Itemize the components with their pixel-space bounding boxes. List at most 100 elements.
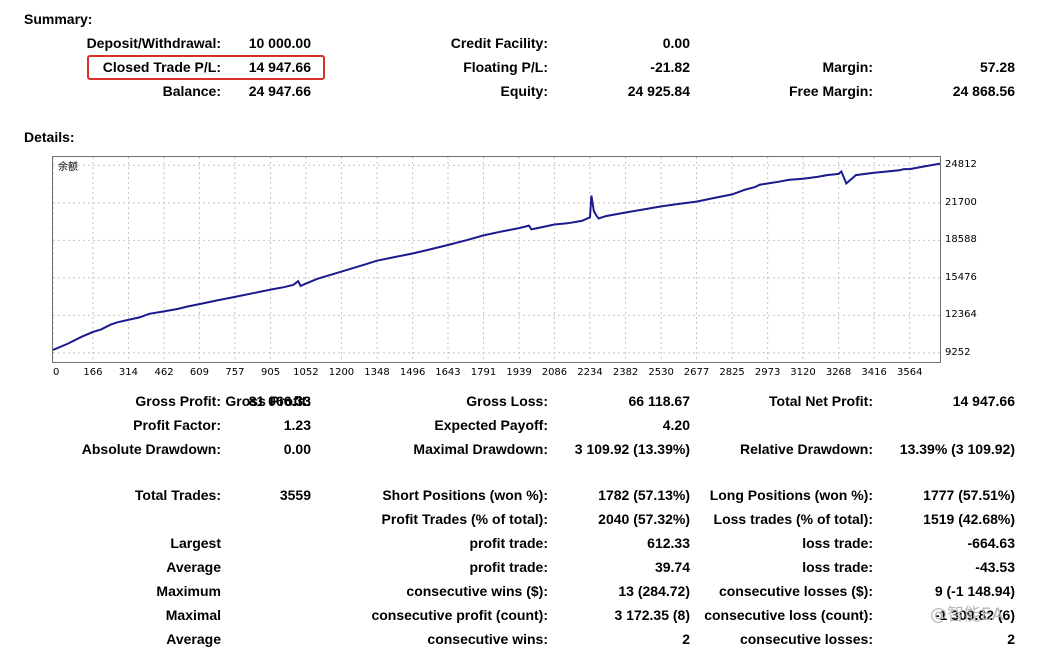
credit-value: 0.00	[662, 35, 690, 51]
relative-drawdown-value: 13.39% (3 109.92)	[899, 441, 1015, 457]
avg-consecutive-wins-label: consecutive wins:	[427, 631, 548, 647]
x-tick-label: 3268	[826, 367, 851, 378]
chart-title: 余额	[58, 160, 78, 173]
loss-trades-label: Loss trades (% of total):	[713, 511, 873, 527]
balance-chart: 余额	[52, 156, 941, 363]
average-profit-label: profit trade:	[469, 559, 548, 575]
x-tick-label: 2234	[577, 367, 602, 378]
maximal-label: Maximal	[165, 607, 221, 623]
net-profit-value: 14 947.66	[952, 393, 1015, 409]
y-tick-label: 18588	[945, 234, 977, 246]
profit-trades-value: 2040 (57.32%)	[598, 511, 690, 527]
x-tick-label: 1052	[293, 367, 318, 378]
absolute-drawdown-label: Absolute Drawdown:	[81, 441, 221, 457]
total-trades-label: Total Trades:	[134, 487, 221, 503]
total-trades-value: 3559	[279, 487, 311, 503]
x-tick-label: 1939	[506, 367, 531, 378]
net-profit-label: Total Net Profit:	[769, 393, 873, 409]
credit-label: Credit Facility:	[450, 35, 548, 51]
x-tick-label: 2973	[755, 367, 780, 378]
closed-pl-label: Closed Trade P/L:	[102, 59, 221, 75]
expected-payoff-value: 4.20	[662, 417, 690, 433]
relative-drawdown-label: Relative Drawdown:	[739, 441, 873, 457]
x-tick-label: 166	[83, 367, 102, 378]
profit-trades-label: Profit Trades (% of total):	[381, 511, 548, 527]
average-label: Average	[166, 559, 221, 575]
x-tick-label: 314	[119, 367, 138, 378]
x-tick-label: 1348	[364, 367, 389, 378]
floating-value: -21.82	[650, 59, 690, 75]
long-positions-label: Long Positions (won %):	[709, 487, 873, 503]
average-loss-label: loss trade:	[802, 559, 873, 575]
balance-value: 24 947.66	[248, 83, 311, 99]
x-tick-label: 3564	[897, 367, 922, 378]
maximal-profit-label: consecutive profit (count):	[371, 607, 548, 623]
details-heading: Details:	[24, 129, 75, 145]
gross-profit-label-text: Gross Profit:	[135, 393, 221, 409]
avg-consecutive-losses-value: 2	[1007, 631, 1015, 647]
floating-label: Floating P/L:	[463, 59, 548, 75]
y-tick-label: 12364	[945, 309, 977, 321]
profit-factor-value: 1.23	[283, 417, 311, 433]
x-tick-label: 1200	[329, 367, 354, 378]
x-tick-label: 2825	[719, 367, 744, 378]
x-tick-label: 1643	[435, 367, 460, 378]
x-tick-label: 3120	[790, 367, 815, 378]
closed-pl-value: 14 947.66	[248, 59, 311, 75]
summary-heading: Summary:	[24, 11, 93, 27]
x-tick-label: 2677	[684, 367, 709, 378]
maximal-loss-label: consecutive loss (count):	[704, 607, 873, 623]
y-tick-label: 15476	[945, 271, 977, 283]
x-axis: 0 166 314 462 609 757 905 1052 1200 1348 1496 1643 1…	[53, 367, 922, 378]
largest-profit-label: profit trade:	[469, 535, 548, 551]
gross-profit-label: Gross Profit:	[225, 393, 311, 409]
maximal-loss-value: -1 309.82 (6)	[934, 607, 1015, 623]
x-tick-label: 1496	[400, 367, 425, 378]
maximal-drawdown-value: 3 109.92 (13.39%)	[574, 441, 690, 457]
closed-pl-highlight	[87, 55, 325, 80]
x-tick-label: 1791	[471, 367, 496, 378]
x-tick-label: 0	[53, 367, 59, 378]
deposit-value: 10 000.00	[248, 35, 311, 51]
max-consecutive-wins-label: consecutive wins ($):	[406, 583, 548, 599]
y-tick-label: 24812	[945, 159, 977, 171]
average-profit-value: 39.74	[654, 559, 690, 575]
balance-label: Balance:	[162, 83, 221, 99]
x-tick-label: 2530	[648, 367, 673, 378]
deposit-label: Deposit/Withdrawal:	[86, 35, 221, 51]
largest-profit-value: 612.33	[647, 535, 690, 551]
average-loss-value: -43.53	[975, 559, 1015, 575]
largest-label: Largest	[170, 535, 221, 551]
free-margin-value: 24 868.56	[952, 83, 1015, 99]
expected-payoff-label: Expected Payoff:	[434, 417, 548, 433]
short-positions-value: 1782 (57.13%)	[598, 487, 690, 503]
x-tick-label: 905	[261, 367, 280, 378]
average-consecutive-label: Average	[166, 631, 221, 647]
margin-value: 57.28	[979, 59, 1015, 75]
largest-loss-value: -664.63	[967, 535, 1015, 551]
x-tick-label: 3416	[861, 367, 886, 378]
y-tick-label: 9252	[945, 346, 971, 358]
watermark: @智能EA	[930, 605, 1004, 625]
long-positions-value: 1777 (57.51%)	[923, 487, 1015, 503]
loss-trades-value: 1519 (42.68%)	[923, 511, 1015, 527]
gross-profit-value: 81 066.33	[248, 393, 311, 409]
y-tick-label: 21700	[945, 196, 977, 208]
maximum-label: Maximum	[156, 583, 221, 599]
x-tick-label: 2382	[613, 367, 638, 378]
margin-label: Margin:	[822, 59, 873, 75]
profit-factor-label: Profit Factor:	[133, 417, 221, 433]
short-positions-label: Short Positions (won %):	[382, 487, 548, 503]
balance-line	[53, 162, 940, 351]
free-margin-label: Free Margin:	[788, 83, 873, 99]
avg-consecutive-losses-label: consecutive losses:	[739, 631, 873, 647]
gross-loss-label: Gross Loss:	[466, 393, 548, 409]
x-tick-label: 609	[190, 367, 209, 378]
x-tick-label: 462	[155, 367, 174, 378]
avg-consecutive-wins-value: 2	[682, 631, 690, 647]
largest-loss-label: loss trade:	[802, 535, 873, 551]
max-consecutive-losses-value: 9 (-1 148.94)	[934, 583, 1015, 599]
balance-chart-svg: 余额	[53, 157, 940, 362]
equity-value: 24 925.84	[627, 83, 690, 99]
max-consecutive-wins-value: 13 (284.72)	[618, 583, 690, 599]
